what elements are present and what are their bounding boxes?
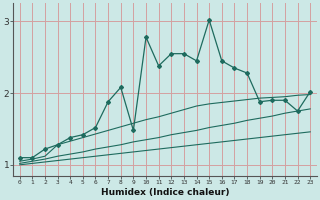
X-axis label: Humidex (Indice chaleur): Humidex (Indice chaleur) — [101, 188, 229, 197]
